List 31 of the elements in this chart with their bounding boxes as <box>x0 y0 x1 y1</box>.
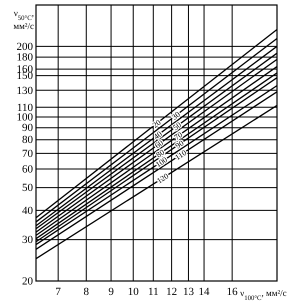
text: 70 <box>172 130 184 142</box>
y-tick-label: 40 <box>22 204 34 217</box>
x-tick-label: 8 <box>84 286 90 298</box>
y-tick-label: 130 <box>16 84 34 97</box>
y-tick-label: 90 <box>22 122 34 134</box>
x-tick-label: 16 <box>226 286 238 298</box>
y-tick-label: 110 <box>16 102 34 114</box>
x-tick-label: 13 <box>182 286 194 298</box>
y-tick-label: 180 <box>16 52 34 64</box>
text: 20 <box>150 118 163 130</box>
y-tick-label: 80 <box>22 134 34 146</box>
x-axis-title: ν$_{100°C}$, мм²/с <box>240 288 287 302</box>
y-tick-label: 30 <box>22 234 34 246</box>
x-tick-label: 12 <box>166 286 178 298</box>
y-tick-label: 200 <box>16 40 34 53</box>
y-tick-label: 50 <box>22 182 34 194</box>
x-tick-label: 7 <box>55 286 62 298</box>
text: 120 <box>155 171 170 186</box>
y-tick-label: 20 <box>22 276 34 288</box>
text: 40 <box>152 129 164 142</box>
x-tick-label: 10 <box>128 286 140 298</box>
x-tick-label: 14 <box>198 286 210 298</box>
x-tick-label: 9 <box>108 286 114 298</box>
y-axis-title: ν$_{50°C}$, мм²/с <box>13 8 34 31</box>
x-tick-label: 11 <box>148 286 159 298</box>
y-tick-label: 150 <box>16 70 34 82</box>
y-tick-label: 70 <box>22 148 34 160</box>
y-tick-label: 60 <box>22 164 34 176</box>
text: 110 <box>173 148 188 162</box>
text: 50 <box>171 120 184 132</box>
y-tick-label: 100 <box>16 111 34 124</box>
